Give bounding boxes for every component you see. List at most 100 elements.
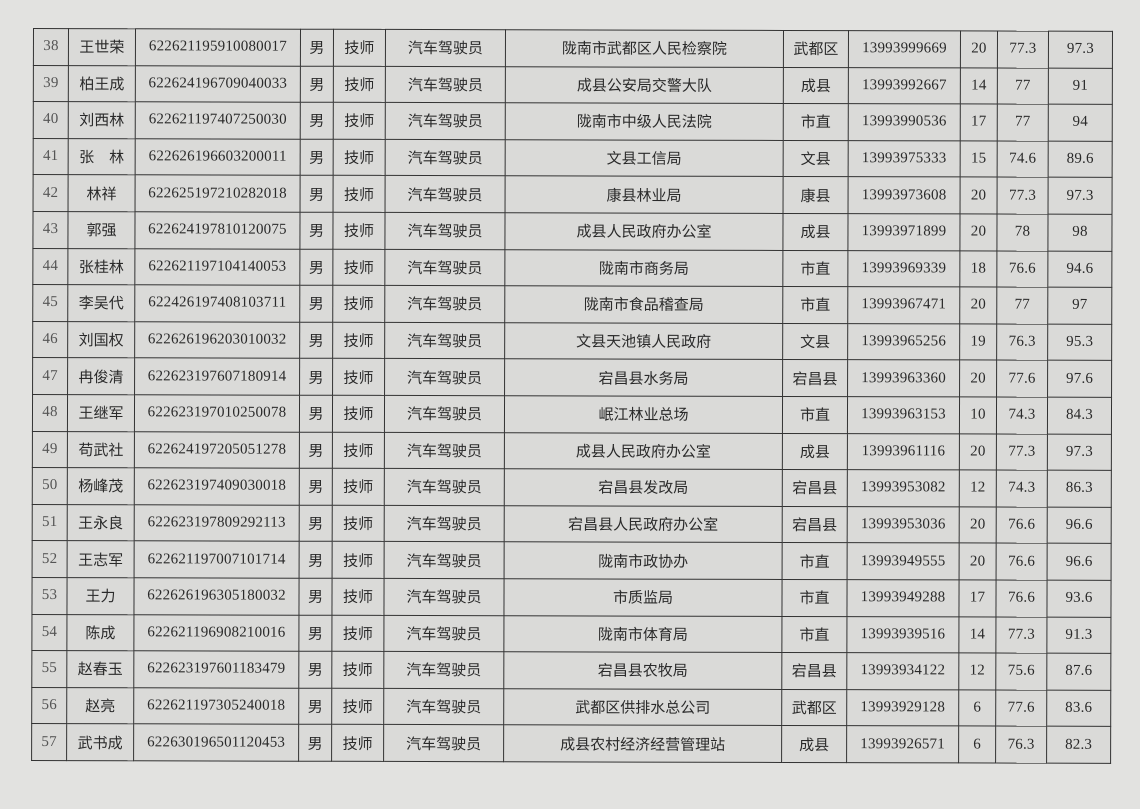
score-b-cell: 77.3 [995, 616, 1047, 654]
work-unit-cell: 成县人民政府办公室 [504, 432, 783, 470]
phone-cell: 13993965256 [847, 323, 960, 361]
occupation-cell: 汽车驾驶员 [385, 66, 506, 103]
region-cell: 成县 [782, 432, 848, 470]
region-cell: 宕昌县 [781, 652, 847, 690]
name-cell: 王力 [66, 577, 135, 615]
table-row: 50 杨峰茂 622623197409030018 男技师 汽车驾驶员 宕昌县发改局 宕昌县… [32, 467, 1112, 508]
table-row: 53 王力 622626196305180032 男技师 汽车驾驶员 市质监局 市直 1399… [31, 577, 1112, 617]
region-cell: 宕昌县 [782, 469, 848, 507]
name-cell: 杨峰茂 [67, 467, 135, 505]
table-body: 38 王世荣 622621195910080017 男技师 汽车驾驶员 陇南市武都区人民检… [31, 28, 1113, 764]
region-cell: 市直 [783, 103, 849, 141]
occupation-cell: 汽车驾驶员 [384, 358, 505, 396]
score-b-cell: 75.6 [995, 653, 1047, 690]
table-row: 47 冉俊清 622623197607180914 男技师 汽车驾驶员 宕昌县水务局 宕昌县… [32, 357, 1112, 398]
occupation-cell: 汽车驾驶员 [385, 102, 506, 140]
work-unit-cell: 陇南市食品稽查局 [504, 285, 783, 324]
score-b-cell: 76.3 [996, 323, 1048, 361]
work-unit-cell: 岷江林业总场 [504, 395, 783, 433]
gender-cell: 男 [299, 212, 334, 249]
score-a-cell: 18 [959, 250, 997, 288]
occupation-cell: 汽车驾驶员 [384, 541, 505, 579]
row-number-cell: 48 [32, 394, 68, 432]
score-a-cell: 20 [959, 360, 997, 397]
title-cell: 技师 [332, 541, 385, 579]
gender-cell: 男 [298, 578, 333, 615]
score-a-cell: 20 [959, 506, 997, 544]
score-a-cell: 20 [960, 30, 998, 68]
total-score-cell: 84.3 [1047, 397, 1112, 434]
title-cell: 技师 [332, 468, 385, 506]
row-number-cell: 51 [32, 504, 68, 541]
table-row: 49 苟武社 622624197205051278 男技师 汽车驾驶员 成县人民政府办公室… [32, 431, 1112, 471]
id-number-cell: 622623197010250078 [134, 394, 300, 432]
total-score-cell: 93.6 [1046, 580, 1112, 617]
title-cell: 技师 [333, 139, 386, 176]
work-unit-cell: 文县工信局 [505, 139, 784, 177]
name-cell: 王永良 [67, 504, 135, 542]
total-score-cell: 97 [1047, 287, 1112, 325]
score-b-cell: 76.3 [995, 726, 1047, 764]
score-b-cell: 77 [997, 67, 1049, 105]
total-score-cell: 86.3 [1047, 470, 1112, 508]
phone-cell: 13993929128 [846, 689, 959, 727]
region-cell: 文县 [782, 323, 848, 360]
score-b-cell: 74.3 [996, 470, 1048, 507]
gender-cell: 男 [300, 65, 334, 103]
total-score-cell: 97.6 [1047, 360, 1112, 398]
score-b-cell: 77.6 [995, 689, 1047, 727]
title-cell: 技师 [331, 651, 384, 689]
score-b-cell: 77.3 [996, 433, 1048, 471]
id-number-cell: 622621195910080017 [135, 28, 301, 66]
total-score-cell: 82.3 [1046, 726, 1111, 764]
region-cell: 武都区 [781, 689, 847, 726]
id-number-cell: 622623197809292113 [134, 504, 300, 542]
total-score-cell: 94 [1048, 104, 1113, 142]
name-cell: 柏王成 [68, 65, 136, 102]
table-row: 46 刘国权 622626196203010032 男技师 汽车驾驶员 文县天池镇人民政府… [32, 321, 1112, 361]
total-score-cell: 95.3 [1047, 323, 1112, 361]
gender-cell: 男 [300, 138, 334, 176]
row-number-cell: 47 [32, 357, 68, 395]
table-row: 45 李吴代 622426197408103711 男技师 汽车驾驶员 陇南市食品稽查局市… [32, 284, 1112, 325]
row-number-cell: 55 [31, 650, 67, 688]
score-a-cell: 12 [958, 653, 996, 690]
table-row: 42 林祥 622625197210282018 男技师 汽车驾驶员 康县林业局 康县 139… [33, 174, 1113, 215]
row-number-cell: 44 [32, 248, 68, 285]
id-number-cell: 622621197007101714 [134, 541, 300, 579]
work-unit-cell: 宕昌县水务局 [504, 359, 783, 397]
occupation-cell: 汽车驾驶员 [383, 724, 504, 762]
gender-cell: 男 [299, 468, 333, 506]
title-cell: 技师 [333, 29, 386, 67]
work-unit-cell: 陇南市中级人民法院 [505, 102, 784, 141]
gender-cell: 男 [299, 541, 333, 579]
row-number-cell: 50 [32, 467, 68, 505]
work-unit-cell: 陇南市商务局 [504, 249, 783, 287]
gender-cell: 男 [299, 358, 333, 396]
title-cell: 技师 [333, 65, 386, 103]
id-number-cell: 622624197205051278 [134, 431, 300, 469]
row-number-cell: 49 [32, 431, 68, 468]
row-number-cell: 57 [31, 723, 67, 761]
title-cell: 技师 [332, 395, 385, 432]
occupation-cell: 汽车驾驶员 [384, 505, 505, 543]
id-number-cell: 622621197305240018 [133, 687, 299, 725]
table-row: 40 刘西林 622621197407250030 男技师 汽车驾驶员 陇南市中级人民法院… [33, 101, 1113, 142]
score-a-cell: 12 [959, 470, 997, 507]
id-number-cell: 622621197407250030 [135, 101, 301, 139]
id-number-cell: 622630196501120453 [133, 724, 299, 762]
occupation-cell: 汽车驾驶员 [385, 175, 506, 213]
total-score-cell: 96.6 [1047, 543, 1112, 581]
work-unit-cell: 宕昌县人民政府办公室 [504, 505, 783, 543]
gender-cell: 男 [298, 724, 332, 762]
table-row: 56 赵亮 622621197305240018 男技师 汽车驾驶员 武都区供排水总公司武… [31, 687, 1111, 727]
id-number-cell: 622626196203010032 [134, 321, 300, 359]
score-a-cell: 14 [958, 616, 996, 654]
phone-cell: 13993949288 [846, 579, 960, 617]
score-b-cell: 76.6 [996, 506, 1048, 544]
score-a-cell: 20 [959, 543, 997, 580]
id-number-cell: 622626196305180032 [133, 577, 300, 615]
score-b-cell: 76.6 [995, 579, 1048, 617]
total-score-cell: 97.3 [1048, 177, 1113, 215]
table-row: 52 王志军 622621197007101714 男技师 汽车驾驶员 陇南市政协办 市直 1… [32, 540, 1112, 581]
